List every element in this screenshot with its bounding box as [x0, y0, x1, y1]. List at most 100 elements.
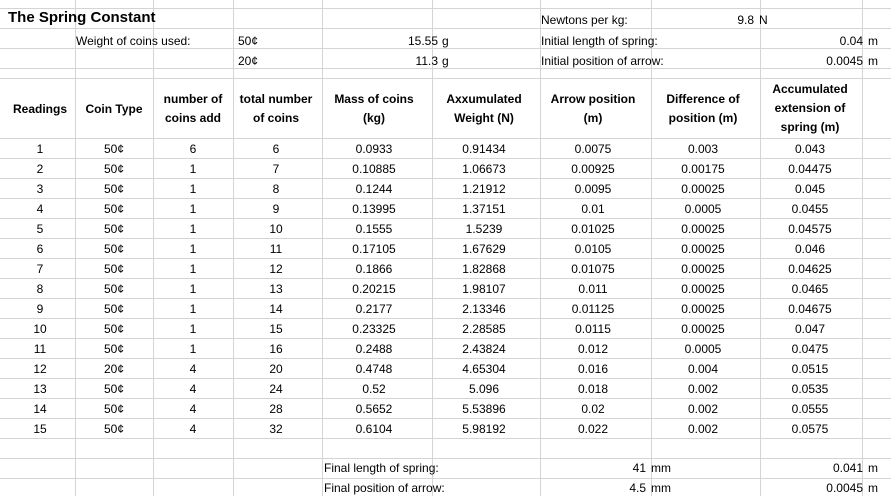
final-position-label[interactable]: Final position of arrow:	[324, 481, 445, 495]
total-coins-cell[interactable]: 12	[269, 262, 283, 276]
coins-added-cell[interactable]: 1	[189, 342, 197, 356]
reading-cell[interactable]: 8	[36, 282, 44, 296]
coin-b-unit[interactable]: g	[442, 54, 449, 68]
total-coins-cell[interactable]: 13	[269, 282, 283, 296]
weight-cell[interactable]: 5.98192	[462, 422, 506, 436]
extension-cell[interactable]: 0.04575	[788, 222, 832, 236]
total-coins-cell[interactable]: 9	[272, 202, 280, 216]
mass-cell[interactable]: 0.20215	[352, 282, 396, 296]
coins-added-cell[interactable]: 1	[189, 162, 197, 176]
reading-cell[interactable]: 11	[33, 342, 47, 356]
initial-length-label[interactable]: Initial length of spring:	[541, 34, 658, 48]
header-position-difference[interactable]: Difference of position (m)	[666, 92, 740, 125]
reading-cell[interactable]: 2	[36, 162, 44, 176]
position-difference-cell[interactable]: 0.0005	[684, 342, 722, 356]
reading-cell[interactable]: 13	[33, 382, 47, 396]
reading-cell[interactable]: 4	[36, 202, 44, 216]
final-length-m[interactable]: 0.041	[832, 461, 863, 475]
weight-cell[interactable]: 1.98107	[462, 282, 506, 296]
arrow-position-cell[interactable]: 0.016	[577, 362, 609, 376]
initial-position-unit[interactable]: m	[868, 54, 878, 68]
reading-cell[interactable]: 12	[33, 362, 47, 376]
total-coins-cell[interactable]: 32	[269, 422, 283, 436]
coins-added-cell[interactable]: 4	[189, 422, 197, 436]
total-coins-cell[interactable]: 6	[272, 142, 280, 156]
header-coin-type[interactable]: Coin Type	[85, 101, 143, 116]
reading-cell[interactable]: 5	[36, 222, 44, 236]
coins-added-cell[interactable]: 1	[189, 322, 197, 336]
arrow-position-cell[interactable]: 0.011	[578, 282, 608, 296]
mass-cell[interactable]: 0.1555	[355, 222, 393, 236]
extension-cell[interactable]: 0.0475	[791, 342, 829, 356]
weight-cell[interactable]: 4.65304	[462, 362, 506, 376]
newtons-unit[interactable]: N	[759, 13, 768, 27]
sheet-title[interactable]: The Spring Constant	[8, 9, 156, 26]
coin-type-cell[interactable]: 50¢	[103, 402, 125, 416]
coin-type-cell[interactable]: 50¢	[103, 302, 125, 316]
arrow-position-cell[interactable]: 0.01	[581, 202, 605, 216]
arrow-position-cell[interactable]: 0.022	[577, 422, 609, 436]
arrow-position-cell[interactable]: 0.00925	[571, 162, 615, 176]
arrow-position-cell[interactable]: 0.02	[581, 402, 605, 416]
coins-added-cell[interactable]: 4	[189, 382, 197, 396]
coin-type-cell[interactable]: 50¢	[103, 382, 125, 396]
position-difference-cell[interactable]: 0.00025	[681, 222, 725, 236]
arrow-position-cell[interactable]: 0.0105	[574, 242, 612, 256]
weight-cell[interactable]: 1.67629	[462, 242, 506, 256]
position-difference-cell[interactable]: 0.00025	[681, 322, 725, 336]
arrow-position-cell[interactable]: 0.01125	[571, 302, 615, 316]
newtons-per-kg-label[interactable]: Newtons per kg:	[541, 13, 628, 27]
coins-added-cell[interactable]: 1	[189, 202, 197, 216]
extension-cell[interactable]: 0.0455	[791, 202, 829, 216]
header-total-coins[interactable]: total number of coins	[239, 92, 313, 125]
extension-cell[interactable]: 0.043	[794, 142, 826, 156]
position-difference-cell[interactable]: 0.00025	[681, 182, 725, 196]
newtons-per-kg-value[interactable]: 9.8	[737, 13, 754, 27]
coins-added-cell[interactable]: 4	[189, 362, 197, 376]
weight-cell[interactable]: 0.91434	[462, 142, 506, 156]
coin-type-cell[interactable]: 50¢	[103, 422, 125, 436]
extension-cell[interactable]: 0.04675	[788, 302, 832, 316]
total-coins-cell[interactable]: 8	[272, 182, 280, 196]
weight-cell[interactable]: 1.37151	[462, 202, 506, 216]
total-coins-cell[interactable]: 20	[269, 362, 283, 376]
total-coins-cell[interactable]: 15	[269, 322, 283, 336]
mass-cell[interactable]: 0.1244	[355, 182, 393, 196]
total-coins-cell[interactable]: 7	[272, 162, 280, 176]
weight-cell[interactable]: 2.43824	[462, 342, 506, 356]
reading-cell[interactable]: 3	[36, 182, 44, 196]
reading-cell[interactable]: 14	[33, 402, 47, 416]
mass-cell[interactable]: 0.13995	[352, 202, 396, 216]
coins-added-cell[interactable]: 1	[189, 242, 197, 256]
total-coins-cell[interactable]: 11	[269, 242, 283, 256]
extension-cell[interactable]: 0.0575	[791, 422, 829, 436]
extension-cell[interactable]: 0.0535	[791, 382, 829, 396]
position-difference-cell[interactable]: 0.0005	[684, 202, 722, 216]
mass-cell[interactable]: 0.0933	[355, 142, 393, 156]
coin-type-cell[interactable]: 50¢	[103, 262, 125, 276]
weight-cell[interactable]: 1.21912	[462, 182, 506, 196]
coin-type-cell[interactable]: 50¢	[103, 342, 125, 356]
position-difference-cell[interactable]: 0.004	[687, 362, 719, 376]
coins-added-cell[interactable]: 6	[189, 142, 197, 156]
arrow-position-cell[interactable]: 0.01075	[571, 262, 615, 276]
final-length-mm[interactable]: 41	[632, 461, 646, 475]
extension-cell[interactable]: 0.047	[794, 322, 826, 336]
final-position-mm-unit[interactable]: mm	[651, 481, 671, 495]
extension-cell[interactable]: 0.0465	[791, 282, 829, 296]
arrow-position-cell[interactable]: 0.0115	[575, 322, 611, 336]
final-position-mm[interactable]: 4.5	[629, 481, 646, 495]
coins-added-cell[interactable]: 1	[189, 262, 197, 276]
position-difference-cell[interactable]: 0.00025	[681, 302, 725, 316]
reading-cell[interactable]: 10	[33, 322, 47, 336]
coin-type-cell[interactable]: 20¢	[103, 362, 125, 376]
mass-cell[interactable]: 0.5652	[355, 402, 393, 416]
position-difference-cell[interactable]: 0.002	[687, 382, 719, 396]
initial-length-value[interactable]: 0.04	[839, 34, 863, 48]
arrow-position-cell[interactable]: 0.012	[577, 342, 609, 356]
coin-a-weight[interactable]: 15.55	[407, 34, 438, 48]
weight-cell[interactable]: 2.13346	[462, 302, 506, 316]
final-length-label[interactable]: Final length of spring:	[324, 461, 439, 475]
total-coins-cell[interactable]: 14	[269, 302, 283, 316]
